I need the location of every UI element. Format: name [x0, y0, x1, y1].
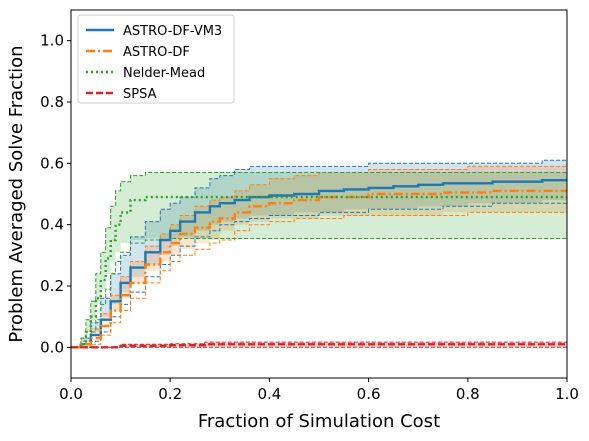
spsa-line [71, 343, 567, 349]
astro-df-band-lower [71, 211, 567, 348]
astro-df-line [71, 189, 567, 349]
x-tick-label: 0.8 [456, 385, 480, 403]
y-axis-ticks: 0.0 0.2 0.4 0.6 0.8 1.0 [40, 32, 71, 356]
plot-frame [70, 9, 568, 379]
y-tick-label: 0.6 [40, 154, 64, 172]
x-tick-label: 0.6 [357, 385, 381, 403]
x-tick-label: 0.4 [257, 385, 281, 403]
x-tick-label: 1.0 [555, 385, 579, 403]
nelder-mead-line [71, 195, 567, 349]
legend: ASTRO-DF-VM3 ASTRO-DF Nelder-Mead SPSA [77, 14, 235, 104]
y-tick-label: 0.8 [40, 93, 64, 111]
legend-frame [77, 14, 235, 104]
x-axis-label: Fraction of Simulation Cost [198, 411, 440, 432]
astro-df-vm3-line [71, 179, 567, 349]
y-tick-label: 0.2 [40, 277, 64, 295]
astro-df-vm3-band-upper [71, 159, 567, 348]
series-lines [71, 179, 567, 349]
legend-label-spsa: SPSA [123, 87, 157, 102]
legend-label-nelder-mead: Nelder-Mead [123, 66, 205, 81]
nelder-mead-band-upper [71, 172, 567, 348]
x-tick-label: 0.0 [59, 385, 83, 403]
legend-label-astro-df: ASTRO-DF [123, 45, 190, 60]
y-tick-label: 0.4 [40, 216, 64, 234]
legend-label-astro-df-vm3: ASTRO-DF-VM3 [123, 24, 222, 39]
confidence-band-edges [71, 159, 568, 348]
y-axis-label: Problem Averaged Solve Fraction [6, 45, 27, 342]
astro-df-band-upper [71, 165, 567, 348]
y-tick-label: 0.0 [40, 338, 64, 356]
y-tick-label: 1.0 [40, 32, 64, 50]
x-tick-label: 0.2 [158, 385, 182, 403]
x-axis-ticks: 0.0 0.2 0.4 0.6 0.8 1.0 [59, 378, 579, 403]
